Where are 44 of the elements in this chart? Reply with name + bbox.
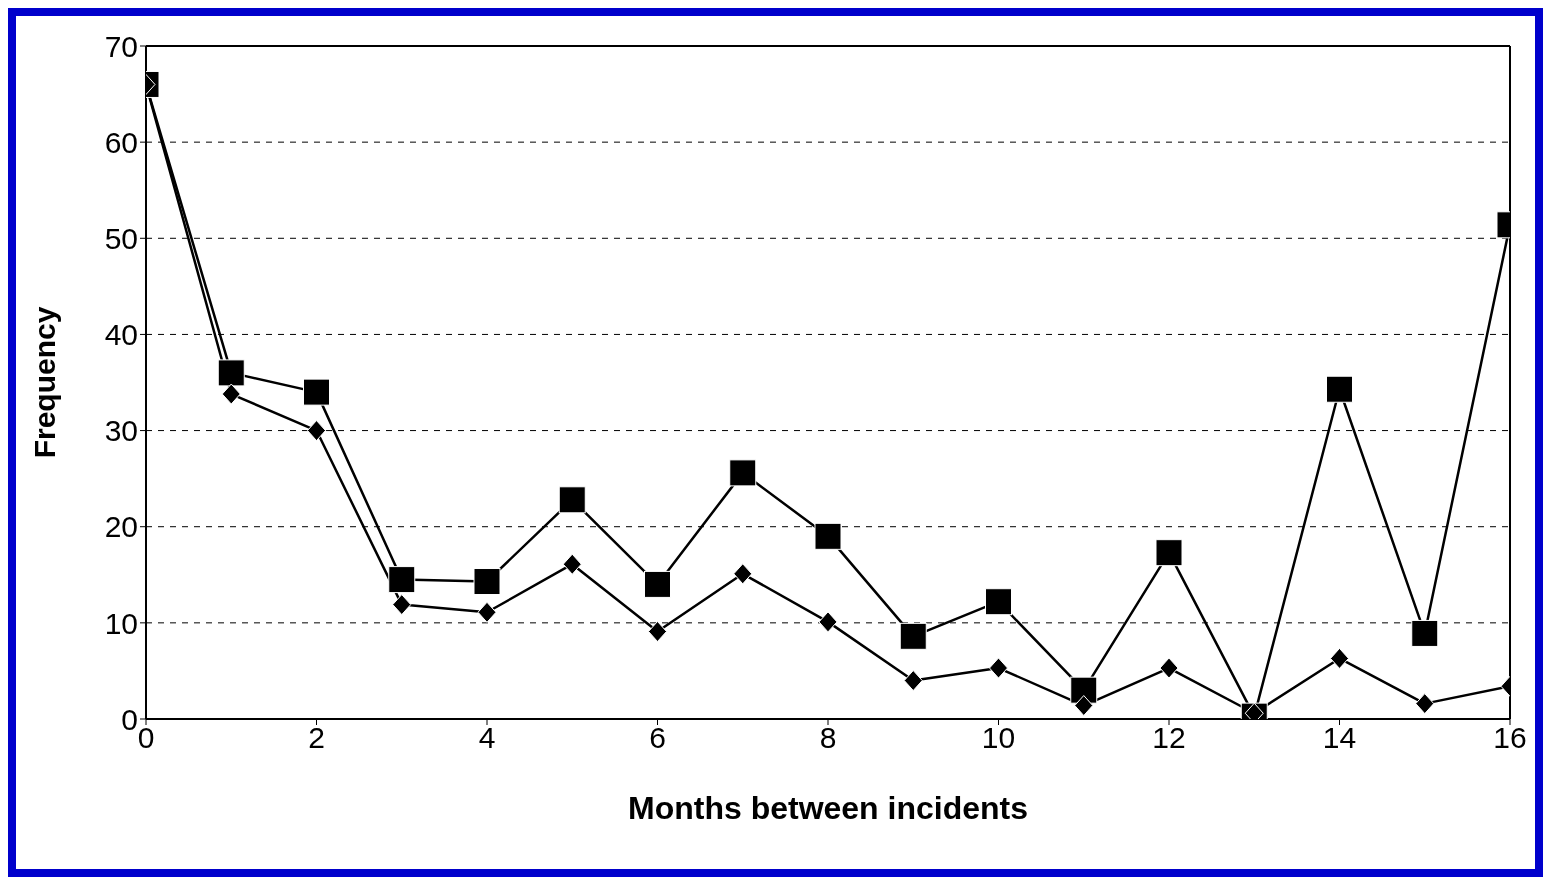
point [217, 359, 245, 387]
y-tick-label: 30 [104, 414, 138, 448]
point [1155, 539, 1183, 567]
x-tick-label: 8 [819, 721, 837, 755]
point [562, 553, 582, 575]
point [648, 621, 667, 643]
x-tick-label: 12 [1152, 721, 1186, 755]
point [818, 611, 838, 633]
point [1411, 619, 1439, 647]
point [733, 563, 753, 585]
y-tick-label: 40 [104, 318, 138, 352]
point [989, 657, 1008, 679]
point [985, 588, 1012, 616]
x-tick-label: 10 [981, 721, 1016, 755]
y-tick-label: 10 [104, 606, 138, 640]
point [899, 622, 927, 650]
y-axis-title: Frequency [27, 306, 61, 459]
point [1159, 657, 1179, 679]
point [1330, 647, 1349, 669]
y-tick-label: 50 [104, 221, 138, 255]
point [644, 570, 671, 598]
point [558, 486, 586, 514]
point [388, 566, 416, 594]
y-tick-label: 60 [104, 125, 138, 159]
x-tick-label: 4 [478, 721, 496, 755]
point [307, 420, 326, 442]
point [1415, 693, 1435, 715]
x-tick-label: 6 [649, 721, 666, 755]
point [303, 378, 330, 406]
point [814, 522, 842, 550]
x-tick-label: 2 [308, 721, 325, 755]
point [1074, 695, 1094, 717]
x-tick-label: 14 [1322, 721, 1357, 755]
y-tick-label: 20 [104, 510, 138, 544]
point [392, 594, 412, 616]
point [729, 459, 757, 487]
point [221, 383, 241, 405]
point [1326, 375, 1353, 403]
x-tick-label: 16 [1493, 721, 1527, 755]
point [473, 568, 501, 596]
point [477, 601, 497, 623]
y-tick-label: 70 [104, 29, 138, 63]
point [903, 670, 923, 692]
x-axis-title: Months between incidents [627, 790, 1029, 826]
